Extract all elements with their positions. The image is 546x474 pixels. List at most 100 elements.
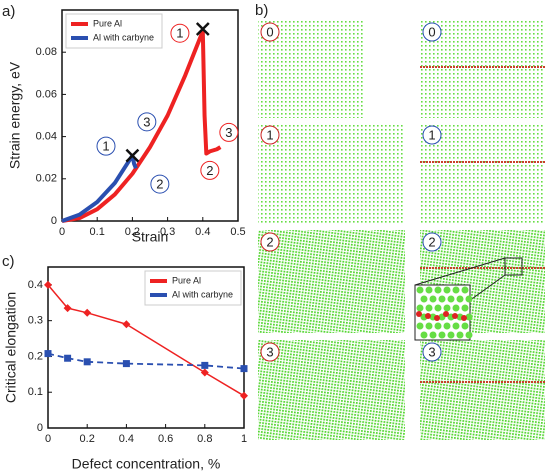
series-line bbox=[47, 352, 245, 370]
carbon-atom bbox=[425, 313, 431, 319]
frame-label-circle bbox=[260, 342, 280, 362]
atom bbox=[425, 286, 433, 294]
frame-label: 1 bbox=[266, 127, 273, 142]
frame-label-circle bbox=[422, 232, 442, 252]
marker bbox=[44, 280, 52, 289]
y-tick-label: 0.04 bbox=[36, 131, 57, 143]
atom bbox=[443, 322, 451, 330]
x-tick-label: 0 bbox=[59, 226, 65, 238]
marker bbox=[240, 365, 248, 373]
atom bbox=[438, 331, 446, 339]
marker bbox=[44, 350, 52, 358]
series-line bbox=[61, 29, 222, 223]
simulation-frame bbox=[258, 123, 405, 225]
marker bbox=[200, 368, 209, 377]
frame-label-circle bbox=[260, 232, 280, 252]
plot-frame bbox=[61, 9, 239, 222]
annotation: 2 bbox=[156, 177, 163, 192]
x-tick-label: 0.1 bbox=[90, 226, 105, 238]
marker bbox=[122, 360, 130, 368]
x-tick-label: 0.5 bbox=[230, 226, 245, 238]
marker bbox=[64, 354, 72, 362]
annotation: 1 bbox=[176, 26, 183, 41]
y-axis-label: Critical elongation bbox=[3, 292, 19, 403]
x-tick-label: 1 bbox=[241, 433, 247, 445]
x-axis-label: Defect concentration, % bbox=[72, 456, 221, 472]
annotation: 3 bbox=[225, 125, 232, 140]
atom bbox=[461, 304, 469, 312]
atom bbox=[456, 295, 464, 303]
atom bbox=[461, 322, 469, 330]
peak-cross bbox=[195, 22, 210, 36]
x-tick-label: 0.6 bbox=[158, 433, 173, 445]
x-tick-label: 0.4 bbox=[195, 226, 210, 238]
carbon-atom bbox=[461, 315, 467, 321]
simulation-frame bbox=[420, 20, 545, 118]
legend-box bbox=[144, 270, 242, 306]
atom bbox=[465, 313, 473, 321]
annotation-circle bbox=[150, 174, 170, 194]
carbon-atom bbox=[443, 311, 449, 317]
y-tick-label: 0.3 bbox=[28, 315, 43, 327]
y-tick-label: 0.4 bbox=[28, 279, 43, 291]
atom bbox=[438, 295, 446, 303]
marker bbox=[201, 361, 209, 369]
frame-label-circle bbox=[260, 22, 280, 42]
atom bbox=[425, 304, 433, 312]
atom bbox=[465, 295, 473, 303]
annotation-circle bbox=[137, 112, 157, 132]
y-tick-label: 0.08 bbox=[36, 46, 57, 58]
panel-label: b) bbox=[255, 2, 268, 19]
x-tick-label: 0.2 bbox=[80, 433, 95, 445]
atom bbox=[465, 331, 473, 339]
annotation: 1 bbox=[102, 139, 109, 154]
frame-label: 0 bbox=[266, 24, 273, 39]
legend-label: Al with carbyne bbox=[172, 289, 233, 299]
atom bbox=[447, 331, 455, 339]
atom bbox=[416, 304, 424, 312]
atom bbox=[420, 295, 428, 303]
legend-box bbox=[65, 13, 163, 49]
annotation-circle bbox=[200, 160, 220, 180]
series-line bbox=[61, 153, 138, 223]
atom bbox=[452, 286, 460, 294]
marker bbox=[63, 304, 72, 313]
atom bbox=[420, 331, 428, 339]
legend-label: Al with carbyne bbox=[93, 32, 154, 42]
y-axis-label: Strain energy, eV bbox=[7, 61, 23, 169]
atom bbox=[434, 304, 442, 312]
plot-frame bbox=[47, 266, 245, 429]
annotation: 3 bbox=[143, 114, 150, 129]
zoom-box bbox=[504, 257, 523, 276]
marker bbox=[83, 308, 92, 317]
atom bbox=[416, 322, 424, 330]
atom bbox=[443, 286, 451, 294]
annotation-circle bbox=[170, 23, 190, 43]
legend-label: Pure Al bbox=[93, 18, 122, 28]
atom bbox=[447, 295, 455, 303]
frame-label: 2 bbox=[428, 234, 435, 249]
y-tick-label: 0.06 bbox=[36, 88, 57, 100]
marker bbox=[240, 391, 248, 400]
y-tick-label: 0 bbox=[51, 215, 57, 227]
simulation-frame bbox=[258, 230, 405, 333]
simulation-frame bbox=[420, 123, 545, 225]
carbon-atom bbox=[452, 313, 458, 319]
atom bbox=[434, 286, 442, 294]
frame-label: 0 bbox=[428, 24, 435, 39]
peak-cross bbox=[125, 148, 140, 163]
simulation-frame bbox=[258, 340, 405, 440]
x-tick-label: 0.3 bbox=[160, 226, 175, 238]
y-tick-label: 0.1 bbox=[28, 386, 43, 398]
frame-label-circle bbox=[422, 125, 442, 145]
inset bbox=[414, 284, 471, 341]
atom bbox=[425, 322, 433, 330]
atom bbox=[443, 304, 451, 312]
atom bbox=[456, 331, 464, 339]
y-tick-label: 0.02 bbox=[36, 173, 57, 185]
atom bbox=[429, 331, 437, 339]
annotation: 2 bbox=[206, 163, 213, 178]
frame-label-circle bbox=[260, 125, 280, 145]
atom bbox=[429, 295, 437, 303]
panel-label: c) bbox=[2, 253, 15, 270]
